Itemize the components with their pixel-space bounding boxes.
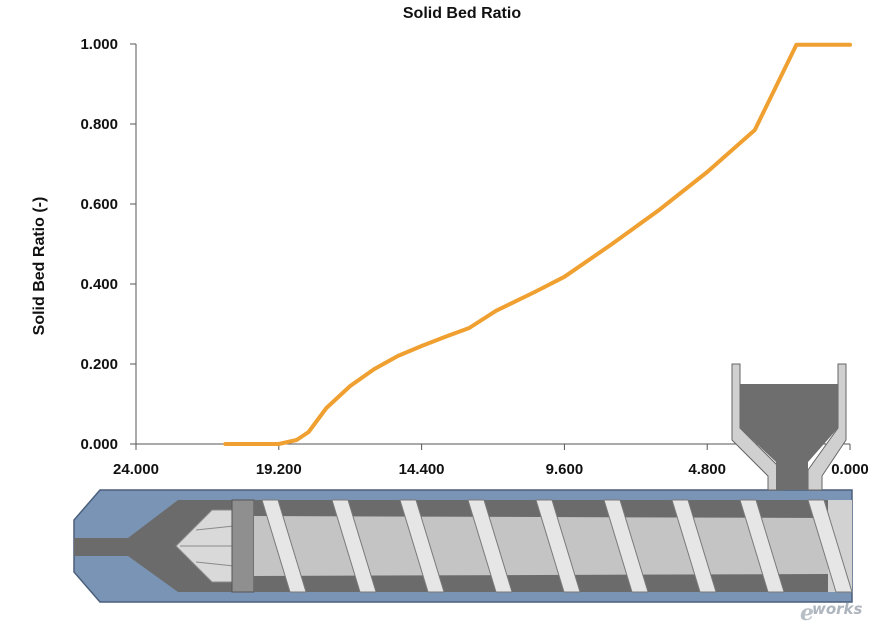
screw-flight — [467, 499, 513, 593]
screw-flight — [331, 499, 377, 593]
watermark-logo: e works — [800, 600, 863, 626]
die-head — [74, 500, 236, 592]
screw-tip-line — [195, 525, 235, 531]
y-tick-label: 0.200 — [80, 356, 118, 373]
x-tick-label: 14.400 — [399, 461, 445, 478]
x-tick-label: 9.600 — [546, 461, 584, 478]
screw-flights — [261, 499, 853, 593]
y-tick-label: 0.400 — [80, 276, 118, 293]
screw-tip-line — [195, 561, 235, 567]
x-tick-label: 19.200 — [256, 461, 302, 478]
screw-flight — [671, 499, 717, 593]
screw-flight — [739, 499, 785, 593]
watermark-text: works — [812, 600, 863, 618]
x-tick-label: 0.000 — [831, 461, 869, 478]
x-axis-ticks: 24.000 19.200 14.400 9.600 4.800 0.000 — [113, 444, 869, 478]
hopper-fill — [740, 384, 838, 490]
extruder-illustration — [73, 363, 853, 603]
y-tick-label: 0.600 — [80, 196, 118, 213]
y-axis-title: Solid Bed Ratio (-) — [31, 197, 48, 336]
y-tick-label: 0.000 — [80, 436, 118, 453]
y-axis-ticks: 0.000 0.200 0.400 0.600 0.800 1.000 — [80, 36, 136, 453]
screw-flight — [807, 499, 853, 593]
channel-melt-bottom — [254, 574, 828, 592]
screw-flight — [535, 499, 581, 593]
watermark-e: e — [800, 600, 814, 626]
y-tick-label: 1.000 — [80, 36, 118, 53]
series-line — [223, 42, 852, 446]
x-tick-label: 4.800 — [688, 461, 726, 478]
x-tick-label: 24.000 — [113, 461, 159, 478]
check-ring — [231, 499, 255, 593]
screw-flight — [261, 499, 307, 593]
chart-title: Solid Bed Ratio — [403, 5, 521, 22]
screw-flight — [603, 499, 649, 593]
y-tick-label: 0.800 — [80, 116, 118, 133]
screw-flight — [399, 499, 445, 593]
